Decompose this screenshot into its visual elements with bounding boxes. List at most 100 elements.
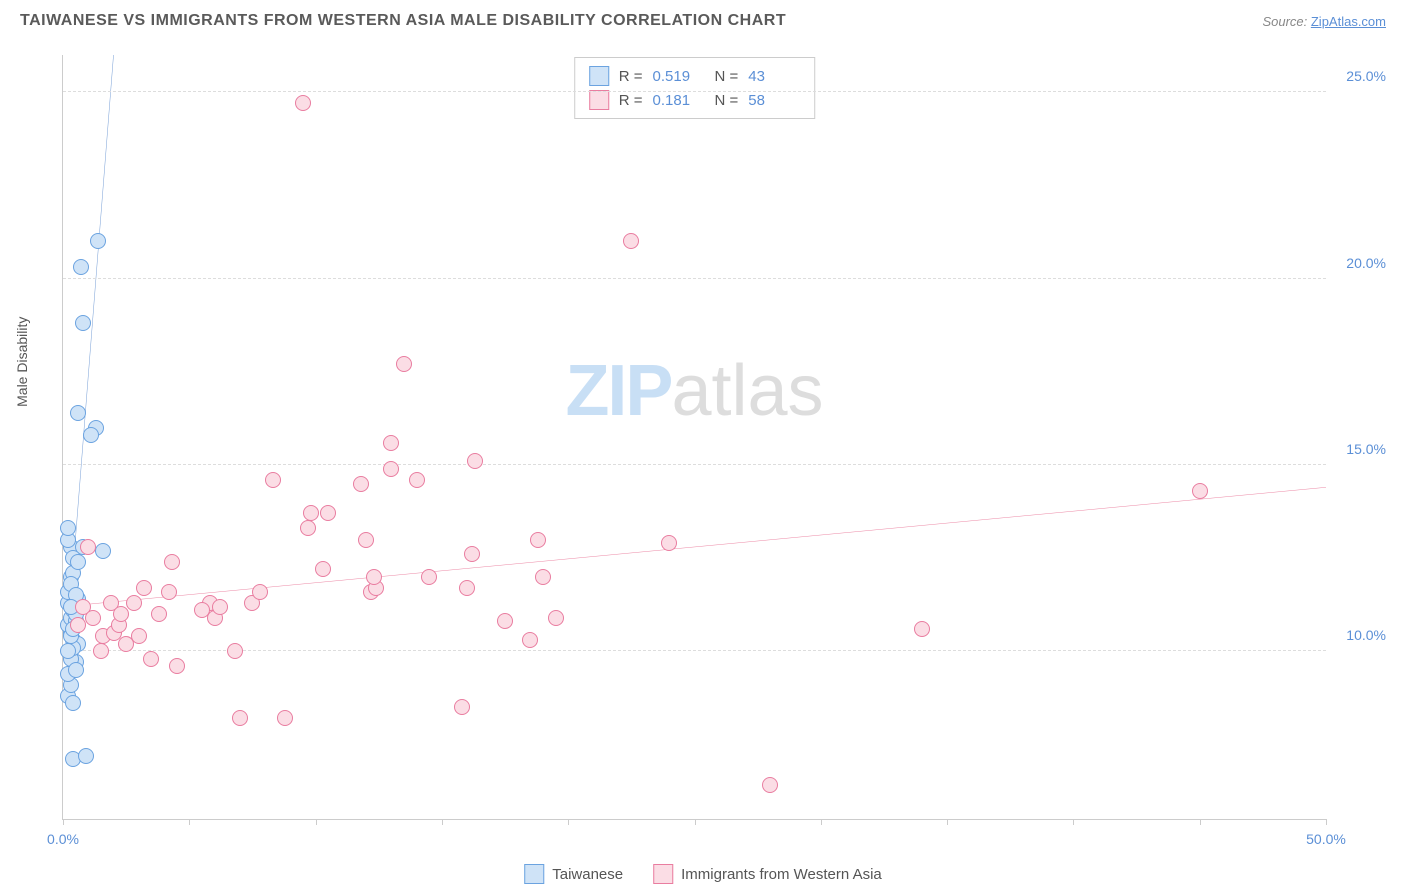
- stat-val-r-western_asia: 0.181: [653, 92, 705, 109]
- stat-label-r: R =: [619, 68, 643, 85]
- scatter-point-western_asia: [421, 569, 437, 585]
- scatter-point-western_asia: [353, 476, 369, 492]
- scatter-point-western_asia: [232, 710, 248, 726]
- stat-label-n: N =: [715, 92, 739, 109]
- swatch-western_asia: [589, 90, 609, 110]
- x-tick: [1073, 819, 1074, 825]
- scatter-point-taiwanese: [78, 748, 94, 764]
- scatter-point-western_asia: [194, 602, 210, 618]
- scatter-point-western_asia: [409, 472, 425, 488]
- y-axis-label: Male Disability: [14, 316, 30, 406]
- legend-swatch-taiwanese: [524, 864, 544, 884]
- scatter-point-western_asia: [265, 472, 281, 488]
- x-tick: [947, 819, 948, 825]
- legend-item-western_asia: Immigrants from Western Asia: [653, 864, 882, 884]
- swatch-taiwanese: [589, 66, 609, 86]
- y-tick-label: 10.0%: [1346, 627, 1386, 643]
- scatter-point-western_asia: [623, 233, 639, 249]
- scatter-point-western_asia: [70, 617, 86, 633]
- scatter-point-western_asia: [459, 580, 475, 596]
- gridline-h: [63, 91, 1326, 92]
- scatter-point-western_asia: [136, 580, 152, 596]
- scatter-point-taiwanese: [68, 662, 84, 678]
- y-tick-label: 15.0%: [1346, 441, 1386, 457]
- scatter-point-western_asia: [548, 610, 564, 626]
- scatter-point-western_asia: [212, 599, 228, 615]
- stats-row-taiwanese: R = 0.519 N = 43: [589, 64, 801, 88]
- scatter-point-taiwanese: [90, 233, 106, 249]
- scatter-point-western_asia: [383, 435, 399, 451]
- legend-label-taiwanese: Taiwanese: [552, 866, 623, 883]
- scatter-point-western_asia: [366, 569, 382, 585]
- scatter-point-western_asia: [320, 505, 336, 521]
- scatter-point-western_asia: [295, 95, 311, 111]
- x-tick: [1200, 819, 1201, 825]
- scatter-point-western_asia: [661, 535, 677, 551]
- scatter-point-western_asia: [126, 595, 142, 611]
- x-tick: [442, 819, 443, 825]
- x-tick: [695, 819, 696, 825]
- legend-label-western_asia: Immigrants from Western Asia: [681, 866, 882, 883]
- legend-item-taiwanese: Taiwanese: [524, 864, 623, 884]
- gridline-h: [63, 278, 1326, 279]
- scatter-point-western_asia: [227, 643, 243, 659]
- scatter-point-western_asia: [522, 632, 538, 648]
- trend-lines-layer: [63, 55, 1326, 819]
- scatter-point-taiwanese: [83, 427, 99, 443]
- series-legend: Taiwanese Immigrants from Western Asia: [524, 864, 882, 884]
- scatter-point-western_asia: [161, 584, 177, 600]
- scatter-point-western_asia: [358, 532, 374, 548]
- x-tick: [821, 819, 822, 825]
- y-tick-label: 25.0%: [1346, 68, 1386, 84]
- source-link[interactable]: ZipAtlas.com: [1311, 14, 1386, 29]
- scatter-point-western_asia: [277, 710, 293, 726]
- scatter-point-western_asia: [315, 561, 331, 577]
- stat-val-r-taiwanese: 0.519: [653, 68, 705, 85]
- scatter-point-western_asia: [93, 643, 109, 659]
- scatter-point-western_asia: [303, 505, 319, 521]
- scatter-point-taiwanese: [73, 259, 89, 275]
- x-tick-label: 50.0%: [1306, 831, 1346, 847]
- stat-val-n-western_asia: 58: [748, 92, 800, 109]
- scatter-point-western_asia: [169, 658, 185, 674]
- scatter-point-western_asia: [530, 532, 546, 548]
- scatter-point-western_asia: [396, 356, 412, 372]
- stat-label-r: R =: [619, 92, 643, 109]
- stat-label-n: N =: [715, 68, 739, 85]
- gridline-h: [63, 464, 1326, 465]
- x-tick: [568, 819, 569, 825]
- x-tick: [316, 819, 317, 825]
- x-tick: [63, 819, 64, 825]
- scatter-point-taiwanese: [60, 520, 76, 536]
- watermark-atlas: atlas: [671, 351, 823, 431]
- x-tick-label: 0.0%: [47, 831, 79, 847]
- scatter-point-taiwanese: [75, 315, 91, 331]
- scatter-point-western_asia: [1192, 483, 1208, 499]
- scatter-point-taiwanese: [70, 554, 86, 570]
- scatter-point-western_asia: [164, 554, 180, 570]
- scatter-point-taiwanese: [95, 543, 111, 559]
- scatter-point-western_asia: [464, 546, 480, 562]
- scatter-point-taiwanese: [70, 405, 86, 421]
- stats-legend: R = 0.519 N = 43 R = 0.181 N = 58: [574, 57, 816, 119]
- scatter-point-western_asia: [467, 453, 483, 469]
- scatter-point-western_asia: [80, 539, 96, 555]
- chart-header: TAIWANESE VS IMMIGRANTS FROM WESTERN ASI…: [0, 0, 1406, 38]
- x-tick: [189, 819, 190, 825]
- legend-swatch-western_asia: [653, 864, 673, 884]
- scatter-point-western_asia: [85, 610, 101, 626]
- chart-title: TAIWANESE VS IMMIGRANTS FROM WESTERN ASI…: [20, 12, 786, 30]
- scatter-point-western_asia: [535, 569, 551, 585]
- watermark-zip: ZIP: [565, 351, 671, 431]
- watermark: ZIPatlas: [565, 350, 823, 432]
- chart-source: Source: ZipAtlas.com: [1262, 14, 1386, 29]
- source-prefix: Source:: [1262, 14, 1310, 29]
- scatter-point-western_asia: [131, 628, 147, 644]
- chart-container: Male Disability ZIPatlas R =0.519N =43R …: [50, 55, 1326, 832]
- scatter-point-western_asia: [454, 699, 470, 715]
- scatter-point-western_asia: [113, 606, 129, 622]
- scatter-point-western_asia: [497, 613, 513, 629]
- y-tick-label: 20.0%: [1346, 255, 1386, 271]
- scatter-point-western_asia: [762, 777, 778, 793]
- stat-val-n-taiwanese: 43: [748, 68, 800, 85]
